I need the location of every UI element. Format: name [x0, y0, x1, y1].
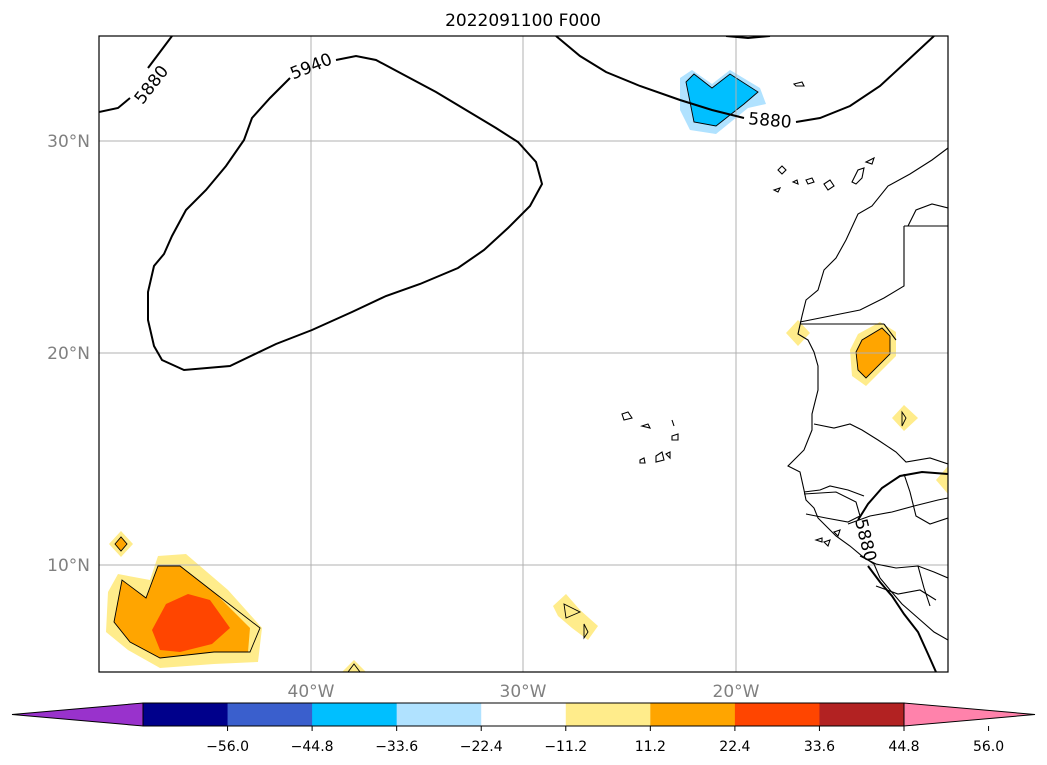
colorbar-tick-label: 44.8 [888, 739, 919, 755]
colorbar-frame [142, 702, 905, 727]
colorbar-cell [481, 703, 567, 726]
colorbar-tick-label: 56.0 [973, 739, 1004, 755]
anomaly-outlines [113, 73, 907, 672]
colorbar-ticks: −56.0 −44.8 −33.6 −22.4 −11.2 11.2 22.4 33.6 44.… [206, 726, 1004, 755]
plot-frame [98, 35, 949, 673]
colorbar-cells [143, 703, 905, 726]
colorbar-tick-label: −22.4 [460, 739, 503, 755]
shade-patch-bottom [342, 660, 366, 672]
lat-label-20n: 20°N [47, 344, 90, 364]
colorbar-tick-label: 33.6 [804, 739, 835, 755]
contour-label-5880-se: 5880 [850, 517, 880, 564]
colorbar-tick-label: −33.6 [375, 739, 418, 755]
colorbar-cell [565, 703, 651, 726]
shade-patch-mali [892, 405, 918, 431]
lon-label-30w: 30°W [500, 682, 547, 702]
colorbar-tick-label: −56.0 [206, 739, 249, 755]
lat-label-30n: 30°N [47, 132, 90, 152]
shade-red-sw [152, 594, 230, 652]
colorbar-tick-label: 11.2 [635, 739, 666, 755]
colorbar-cell [312, 703, 398, 726]
coastlines [621, 81, 948, 641]
contour-label-5880-nw: 5880 [131, 62, 173, 108]
geopotential-contours [99, 36, 948, 672]
colorbar-extend-high [903, 702, 1036, 727]
anomaly-shading [106, 70, 948, 672]
colorbar: −56.0 −44.8 −33.6 −22.4 −11.2 11.2 22.4 33.6 44.… [11, 702, 1036, 755]
colorbar-cell [734, 703, 820, 726]
lon-label-40w: 40°W [288, 682, 335, 702]
map-title: 2022091100 F000 [445, 11, 601, 31]
shade-patch-edge [936, 466, 948, 494]
contour-label-5880-ne: 5880 [747, 109, 792, 133]
colorbar-cell [227, 703, 313, 726]
colorbar-tick-label: 22.4 [719, 739, 750, 755]
gridlines [99, 36, 948, 672]
latitude-labels: 30°N 20°N 10°N [47, 132, 90, 576]
colorbar-cell [396, 703, 482, 726]
plot-area: 5880 5940 5880 5880 [99, 36, 948, 672]
colorbar-extend-low [11, 702, 144, 727]
shade-blue [686, 74, 758, 126]
colorbar-cell [650, 703, 736, 726]
colorbar-cell [819, 703, 905, 726]
lat-label-10n: 10°N [47, 556, 90, 576]
colorbar-tick-label: −44.8 [291, 739, 334, 755]
longitude-labels: 40°W 30°W 20°W [288, 682, 760, 702]
shade-patch-central [553, 594, 598, 640]
lon-label-20w: 20°W [713, 682, 760, 702]
colorbar-tick-label: −11.2 [544, 739, 587, 755]
colorbar-cell [143, 703, 229, 726]
